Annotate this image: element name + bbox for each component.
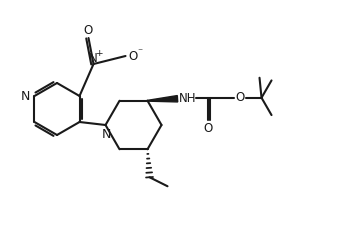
- Text: ⁻: ⁻: [137, 47, 142, 57]
- Polygon shape: [147, 96, 178, 103]
- Text: N: N: [21, 90, 30, 103]
- Text: N: N: [89, 52, 98, 65]
- Text: NH: NH: [179, 92, 196, 105]
- Text: O: O: [235, 91, 244, 104]
- Text: +: +: [95, 48, 102, 57]
- Text: O: O: [203, 122, 212, 135]
- Text: N: N: [102, 127, 111, 140]
- Text: O: O: [128, 50, 137, 63]
- Text: O: O: [83, 24, 92, 37]
